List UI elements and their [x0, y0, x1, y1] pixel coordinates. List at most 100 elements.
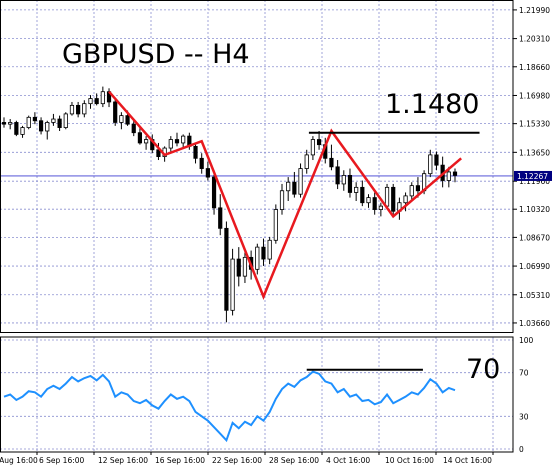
candle: [119, 112, 124, 130]
candle-body: [45, 122, 50, 132]
candle: [63, 112, 68, 130]
candle-body: [384, 186, 390, 207]
rsi-tick-label: 0: [519, 445, 524, 454]
candle: [193, 142, 198, 164]
time-tick-label: 16 Sep 16:00: [155, 456, 205, 465]
candle-body: [391, 186, 396, 212]
candle-body: [434, 154, 439, 166]
price-tick-label: 1.21990: [519, 6, 550, 15]
candle-body: [82, 103, 87, 115]
time-tick-label: 10 Oct 16:00: [385, 456, 434, 465]
candle-body: [1, 122, 7, 125]
candle: [57, 115, 62, 131]
candle-body: [446, 171, 451, 181]
price-panel-frame: [0, 0, 514, 333]
price-tick-label: 1.16980: [519, 91, 550, 100]
axes: 1.21990 1.20310 1.18660 1.16980 1.15330 1.136…: [0, 6, 552, 465]
candle-body: [51, 118, 56, 123]
candle: [378, 202, 383, 217]
pattern-zigzag-line: [108, 90, 462, 300]
candle-body: [26, 116, 31, 128]
candle-body: [88, 98, 93, 105]
candle-body: [273, 209, 278, 241]
candle: [273, 204, 278, 244]
grid: [0, 0, 513, 452]
candle-body: [113, 101, 118, 123]
candle: [20, 125, 25, 138]
candle: [304, 149, 309, 174]
price-tick-label: 1.06990: [519, 262, 550, 271]
rsi-panel: [3, 368, 456, 443]
candle: [1, 117, 7, 128]
time-tick-label: 6 Sep 16:00: [39, 456, 85, 465]
candle: [286, 177, 291, 202]
candle: [38, 117, 44, 135]
rsi-level-label: 70: [466, 354, 500, 385]
candle: [347, 168, 353, 198]
candle: [131, 120, 136, 137]
candle: [94, 93, 99, 106]
candle-body: [137, 132, 143, 144]
candle: [428, 149, 433, 178]
candle-body: [452, 171, 458, 176]
candle-body: [211, 176, 217, 209]
time-tick-label: 22 Sep 16:00: [212, 456, 262, 465]
candle-body: [409, 185, 414, 197]
candle-body: [236, 258, 241, 277]
candle-body: [76, 104, 81, 115]
resistance-label: 1.1480: [385, 89, 479, 120]
candle: [310, 136, 316, 161]
candle: [8, 119, 13, 130]
pattern-overlay: [108, 90, 480, 300]
candle-body: [100, 91, 105, 105]
candle: [143, 136, 149, 150]
candle: [316, 130, 322, 150]
candle-body: [174, 139, 180, 144]
candle-body: [14, 122, 19, 135]
candle-body: [366, 197, 371, 204]
price-tick-label: 1.18660: [519, 63, 550, 72]
candle: [434, 151, 439, 171]
candle: [292, 171, 297, 198]
candle-body: [372, 197, 377, 210]
price-tick-label: 1.13650: [519, 148, 550, 157]
candle: [156, 142, 161, 161]
candle: [366, 194, 371, 208]
candle: [51, 113, 56, 126]
candle-body: [125, 115, 130, 125]
candle: [255, 243, 260, 275]
candle: [261, 238, 266, 266]
candle-body: [261, 246, 266, 260]
candle-body: [218, 207, 223, 229]
frames: [0, 0, 514, 453]
candle: [113, 98, 118, 126]
candle: [26, 115, 31, 130]
rsi-tick-label: 30: [519, 412, 529, 421]
price-tick-label: 1.10320: [519, 205, 550, 214]
candle-body: [304, 154, 309, 169]
candle: [360, 180, 365, 207]
time-tick-label: 4 Oct 16:00: [326, 456, 370, 465]
candle: [88, 95, 93, 109]
candle-body: [267, 239, 272, 260]
candle-body: [119, 115, 124, 123]
price-candles: [1, 86, 458, 323]
candle-body: [193, 145, 198, 159]
chart-title: GBPUSD -- H4: [62, 39, 250, 70]
candle-body: [143, 139, 149, 144]
candle: [409, 182, 414, 202]
candle: [242, 252, 248, 283]
candle: [298, 163, 303, 198]
candle-body: [292, 181, 297, 195]
candle: [335, 160, 340, 190]
candle-body: [181, 135, 186, 144]
candle: [69, 101, 75, 116]
time-tick-label: 1 Aug 16:00: [0, 456, 38, 465]
candle: [354, 182, 359, 202]
candle-body: [20, 127, 25, 135]
candle-body: [131, 123, 136, 134]
candle: [32, 112, 37, 125]
candle-body: [205, 168, 210, 178]
candle: [267, 236, 272, 265]
